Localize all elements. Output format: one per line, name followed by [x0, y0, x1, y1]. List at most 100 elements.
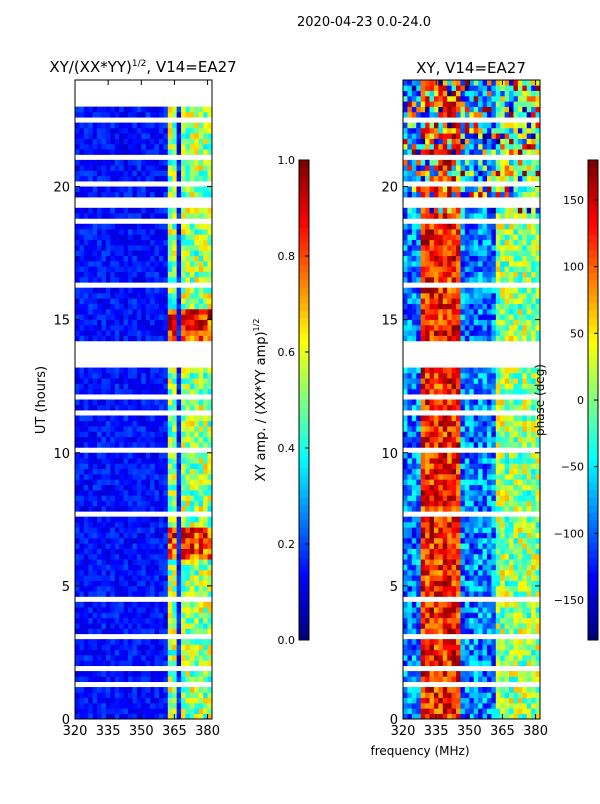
heatmap-cell [115, 421, 120, 427]
heatmap-cell [163, 234, 168, 240]
heatmap-cell [185, 703, 190, 709]
heatmap-cell [421, 687, 426, 693]
heatmap-cell [412, 543, 417, 549]
heatmap-cell [496, 708, 501, 714]
heatmap-cell [106, 639, 111, 645]
heatmap-cell [115, 309, 120, 315]
heatmap-cell [163, 165, 168, 171]
heatmap-cell [443, 708, 448, 714]
heatmap-cell [168, 575, 173, 581]
heatmap-cell [110, 336, 115, 342]
heatmap-cell [172, 176, 177, 182]
heatmap-cell [155, 288, 160, 294]
heatmap-cell [460, 506, 465, 512]
heatmap-cell [102, 490, 107, 496]
heatmap-cell [421, 623, 426, 629]
heatmap-cell [460, 570, 465, 576]
heatmap-cell [79, 187, 84, 193]
heatmap-cell [84, 298, 89, 304]
heatmap-cell [75, 463, 80, 469]
heatmap-cell [403, 442, 408, 448]
heatmap-cell [132, 107, 137, 113]
heatmap-cell [500, 602, 505, 608]
heatmap-cell [430, 421, 435, 427]
heatmap-cell [119, 655, 124, 661]
heatmap-cell [137, 602, 142, 608]
heatmap-cell [159, 517, 164, 523]
heatmap-cell [159, 628, 164, 634]
heatmap-cell [487, 463, 492, 469]
heatmap-cell [93, 527, 98, 533]
heatmap-cell [128, 559, 133, 565]
heatmap-cell [452, 405, 457, 411]
heatmap-cell [194, 437, 199, 443]
heatmap-cell [128, 543, 133, 549]
heatmap-cell [168, 458, 173, 464]
heatmap-cell [146, 655, 151, 661]
heatmap-cell [478, 559, 483, 565]
heatmap-cell [128, 554, 133, 560]
colorbar-segment [299, 520, 309, 528]
heatmap-cell [79, 192, 84, 198]
heatmap-cell [474, 554, 479, 560]
heatmap-cell [465, 591, 470, 597]
heatmap-cell [137, 304, 142, 310]
heatmap-cell [124, 575, 129, 581]
heatmap-cell [181, 336, 186, 342]
heatmap-cell [128, 687, 133, 693]
heatmap-cell [75, 613, 80, 619]
heatmap-cell [509, 458, 514, 464]
heatmap-cell [115, 288, 120, 294]
heatmap-cell [407, 692, 412, 698]
heatmap-cell [79, 373, 84, 379]
heatmap-cell [132, 171, 137, 177]
heatmap-cell [106, 692, 111, 698]
heatmap-cell [199, 613, 204, 619]
heatmap-cell [487, 703, 492, 709]
heatmap-cell [168, 314, 173, 320]
heatmap-cell [155, 554, 160, 560]
heatmap-cell [465, 469, 470, 475]
heatmap-cell [447, 384, 452, 390]
heatmap-cell [181, 703, 186, 709]
heatmap-cell [124, 628, 129, 634]
heatmap-cell [465, 474, 470, 480]
heatmap-cell [416, 586, 421, 592]
heatmap-cell [146, 538, 151, 544]
heatmap-cell [84, 613, 89, 619]
heatmap-cell [88, 261, 93, 267]
heatmap-cell [132, 378, 137, 384]
heatmap-cell [505, 527, 510, 533]
heatmap-cell [518, 485, 523, 491]
heatmap-cell [124, 474, 129, 480]
heatmap-cell [159, 133, 164, 139]
heatmap-cell [203, 490, 208, 496]
heatmap-cell [513, 613, 518, 619]
heatmap-cell [194, 623, 199, 629]
heatmap-cell [150, 229, 155, 235]
heatmap-cell [159, 293, 164, 299]
heatmap-cell [119, 549, 124, 555]
heatmap-cell [190, 309, 195, 315]
heatmap-cell [465, 384, 470, 390]
heatmap-cell [500, 421, 505, 427]
heatmap-cell [88, 368, 93, 374]
heatmap-cell [518, 628, 523, 634]
heatmap-cell [97, 676, 102, 682]
heatmap-cell [487, 533, 492, 539]
heatmap-cell [513, 405, 518, 411]
heatmap-cell [93, 517, 98, 523]
heatmap-cell [425, 628, 430, 634]
heatmap-cell [119, 298, 124, 304]
heatmap-cell [465, 389, 470, 395]
heatmap-cell [199, 128, 204, 134]
heatmap-cell [163, 676, 168, 682]
heatmap-cell [199, 522, 204, 528]
heatmap-cell [412, 479, 417, 485]
heatmap-cell [110, 708, 115, 714]
heatmap-cell [106, 426, 111, 432]
heatmap-cell [84, 187, 89, 193]
heatmap-cell [456, 559, 461, 565]
heatmap-cell [522, 437, 527, 443]
heatmap-cell [478, 474, 483, 480]
